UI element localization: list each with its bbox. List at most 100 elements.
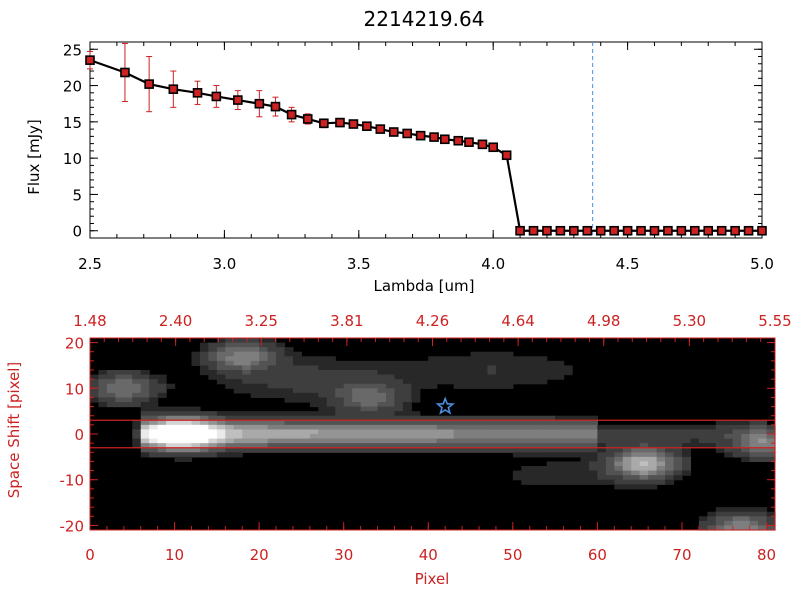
image-pixel bbox=[597, 466, 607, 472]
image-pixel bbox=[648, 452, 658, 458]
image-pixel bbox=[428, 360, 438, 367]
image-pixel bbox=[233, 351, 243, 357]
image-pixel bbox=[445, 443, 455, 449]
image-pixel bbox=[343, 370, 353, 376]
y-tick-label: 20 bbox=[63, 78, 82, 96]
data-point bbox=[402, 128, 412, 139]
image-pixel bbox=[512, 415, 522, 421]
image-pixel bbox=[521, 415, 531, 421]
image-pixel bbox=[90, 392, 100, 399]
image-pixel bbox=[233, 388, 243, 394]
image-pixel bbox=[546, 415, 556, 421]
image-pixel bbox=[140, 447, 150, 453]
image-pixel bbox=[419, 424, 429, 431]
image-pixel bbox=[259, 447, 269, 453]
image-pixel bbox=[470, 420, 480, 426]
image-pixel bbox=[724, 429, 734, 435]
image-pixel bbox=[428, 374, 438, 380]
pixel-tick-label: 40 bbox=[419, 546, 438, 564]
image-pixel bbox=[259, 411, 269, 417]
image-pixel bbox=[343, 383, 353, 389]
image-pixel bbox=[276, 360, 286, 367]
image-pixel bbox=[394, 434, 404, 440]
image-pixel bbox=[673, 475, 683, 481]
image-pixel bbox=[318, 374, 328, 380]
image-pixel bbox=[758, 438, 768, 444]
image-pixel bbox=[225, 370, 235, 376]
image-pixel bbox=[301, 397, 311, 403]
image-pixel bbox=[140, 370, 150, 376]
image-pixel bbox=[284, 374, 294, 380]
image-pixel bbox=[98, 379, 108, 385]
image-pixel bbox=[572, 461, 582, 467]
image-pixel bbox=[259, 424, 269, 431]
image-pixel bbox=[233, 360, 243, 367]
image-pixel bbox=[106, 383, 116, 389]
image-pixel bbox=[402, 429, 412, 435]
image-pixel bbox=[123, 379, 133, 385]
image-pixel bbox=[665, 443, 675, 449]
image-pixel bbox=[309, 365, 319, 371]
image-pixel bbox=[385, 415, 396, 421]
image-pixel bbox=[402, 374, 412, 380]
image-pixel bbox=[538, 434, 548, 440]
image-pixel bbox=[183, 420, 193, 426]
image-pixel bbox=[529, 452, 539, 458]
image-pixel bbox=[267, 429, 277, 435]
image-pixel bbox=[580, 424, 590, 431]
image-pixel bbox=[546, 479, 556, 485]
image-pixel bbox=[276, 392, 286, 399]
image-pixel bbox=[309, 429, 319, 435]
image-pixel bbox=[369, 379, 379, 385]
image-pixel bbox=[715, 511, 725, 517]
image-pixel bbox=[267, 338, 277, 344]
image-pixel bbox=[487, 370, 497, 376]
image-pixel bbox=[98, 402, 108, 408]
image-pixel bbox=[369, 434, 379, 440]
image-pixel bbox=[665, 429, 675, 435]
image-pixel bbox=[631, 424, 641, 431]
image-pixel bbox=[504, 424, 514, 431]
image-pixel bbox=[199, 415, 209, 421]
image-pixel bbox=[470, 383, 480, 389]
image-pixel bbox=[191, 360, 201, 367]
image-pixel bbox=[132, 420, 142, 426]
image-pixel bbox=[521, 447, 531, 453]
image-pixel bbox=[250, 388, 260, 394]
x-tick-label: 2.5 bbox=[78, 255, 102, 273]
image-pixel bbox=[512, 434, 522, 440]
image-pixel bbox=[377, 438, 387, 444]
image-pixel bbox=[538, 438, 548, 444]
wavelength-tick-label: 4.98 bbox=[587, 312, 620, 330]
image-pixel bbox=[656, 466, 666, 472]
image-pixel bbox=[326, 383, 336, 389]
image-pixel bbox=[495, 383, 505, 389]
image-pixel bbox=[225, 420, 235, 426]
image-pixel bbox=[555, 461, 565, 467]
image-pixel bbox=[352, 379, 362, 385]
image-pixel bbox=[572, 420, 582, 426]
image-pixel bbox=[259, 415, 269, 421]
image-pixel bbox=[377, 392, 387, 399]
image-pixel bbox=[276, 383, 286, 389]
image-pixel bbox=[555, 452, 565, 458]
image-pixel bbox=[715, 516, 725, 522]
image-pixel bbox=[199, 351, 209, 357]
image-pixel bbox=[521, 475, 531, 481]
image-pixel bbox=[411, 434, 421, 440]
image-pixel bbox=[208, 424, 218, 431]
image-pixel bbox=[326, 443, 336, 449]
image-pixel bbox=[504, 356, 514, 362]
data-point bbox=[254, 98, 265, 109]
image-pixel bbox=[369, 374, 379, 380]
image-pixel bbox=[445, 420, 455, 426]
image-pixel bbox=[538, 429, 548, 435]
image-pixel bbox=[242, 374, 252, 380]
image-pixel bbox=[335, 379, 345, 385]
image-pixel bbox=[546, 360, 556, 367]
image-pixel bbox=[411, 392, 421, 399]
image-pixel bbox=[326, 415, 336, 421]
image-pixel bbox=[538, 374, 548, 380]
data-point bbox=[453, 135, 464, 146]
image-pixel bbox=[732, 520, 742, 527]
